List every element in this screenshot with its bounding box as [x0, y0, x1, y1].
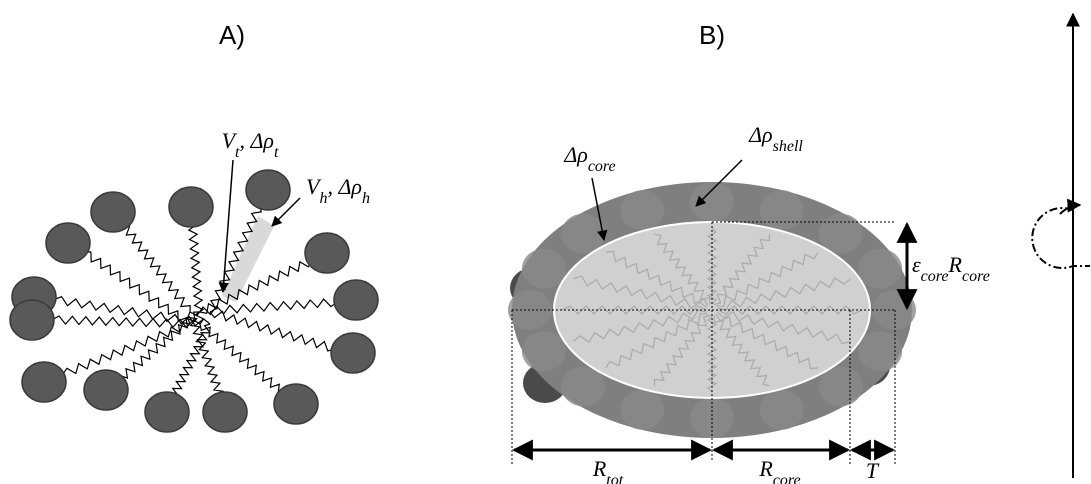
head — [10, 300, 54, 340]
head — [91, 192, 135, 232]
tail — [169, 324, 210, 401]
math-label: Vh, Δρh — [306, 174, 370, 207]
label-text: R — [758, 456, 773, 481]
panel-title: A) — [219, 20, 245, 50]
head — [169, 187, 213, 227]
shell-head — [522, 331, 566, 371]
label-sub: core — [921, 268, 949, 285]
shell-head — [760, 390, 804, 430]
head — [145, 392, 189, 432]
shell-head — [858, 249, 902, 289]
shell-head — [620, 190, 664, 230]
math-label: Δρshell — [748, 122, 803, 155]
tail — [84, 252, 190, 324]
head — [203, 392, 247, 432]
tail — [210, 312, 335, 352]
math-label: Vt, Δρt — [222, 128, 279, 161]
head — [274, 384, 318, 424]
label-text: T — [866, 458, 880, 483]
label-sub: h — [362, 190, 370, 207]
shell-head — [760, 190, 804, 230]
math-label: Δρcore — [563, 142, 615, 175]
label-sub: t — [274, 144, 279, 161]
arrow — [223, 160, 233, 292]
label-sub: h — [319, 190, 327, 207]
panel-a: A) Vt, Δρt Vh, Δρh — [10, 20, 378, 432]
label-text: ε — [912, 252, 921, 277]
label-sub: core — [588, 158, 616, 175]
head — [305, 233, 349, 273]
label-text: , Δρ — [327, 174, 361, 199]
head — [334, 280, 378, 320]
label-text: R — [948, 252, 963, 277]
head — [331, 333, 375, 373]
math-label: Rtot — [592, 456, 624, 484]
shell-head — [522, 249, 566, 289]
label-text: Δρ — [748, 122, 772, 147]
label-text: , Δρ — [239, 128, 273, 153]
label-sub: core — [962, 268, 990, 285]
label-text: R — [592, 456, 607, 481]
head — [84, 370, 128, 410]
label-sub: shell — [773, 138, 804, 155]
rotation-axis — [1032, 14, 1090, 478]
shell-head — [858, 331, 902, 371]
label-sub: core — [773, 472, 801, 484]
math-label: Rcore — [758, 456, 800, 484]
panel-title: B) — [699, 20, 725, 50]
math-label: εcoreRcore — [912, 252, 990, 285]
head — [22, 362, 66, 402]
head — [46, 223, 90, 263]
math-label: T — [866, 458, 880, 483]
label-text: Δρ — [563, 142, 587, 167]
shell-head — [620, 390, 664, 430]
shell-head — [690, 182, 734, 222]
label-sub: tot — [606, 472, 623, 484]
diagram: A)Vt, ΔρtVh, Δρh B)ΔρcoreΔρshellεcoreRco… — [0, 0, 1091, 484]
tail — [189, 220, 204, 324]
head — [246, 170, 290, 210]
